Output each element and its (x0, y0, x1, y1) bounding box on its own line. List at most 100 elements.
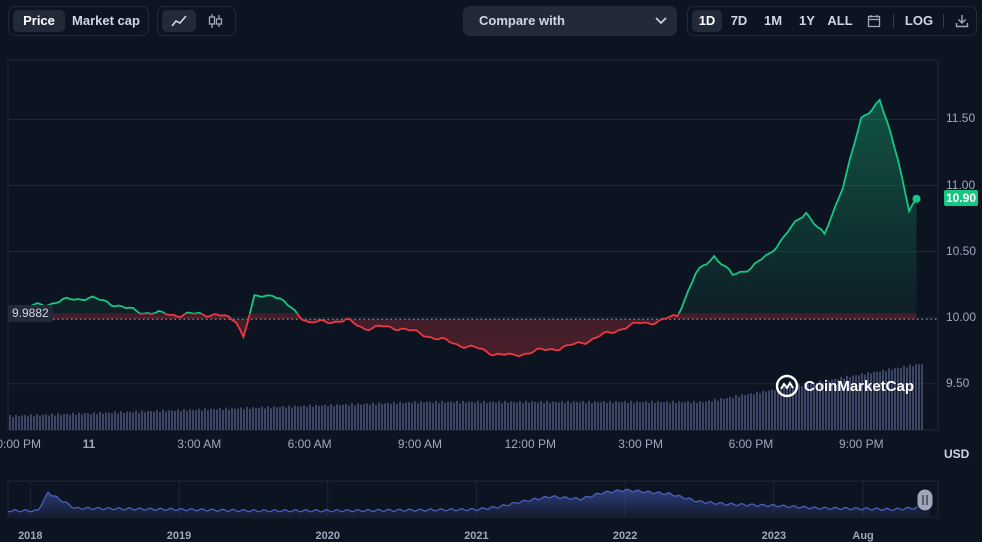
compare-with-dropdown[interactable]: Compare with (463, 6, 677, 36)
volume-bar (225, 407, 227, 430)
range-1d[interactable]: 1D (692, 10, 722, 32)
volume-bar (135, 410, 137, 430)
volume-bar (606, 403, 608, 430)
volume-bar (696, 403, 698, 430)
volume-bar (36, 414, 38, 430)
range-7d[interactable]: 7D (730, 13, 748, 28)
range-all[interactable]: ALL (827, 13, 853, 28)
volume-bar (654, 403, 656, 430)
log-scale-toggle[interactable]: LOG (904, 13, 934, 28)
volume-bar (270, 408, 272, 430)
volume-bar (444, 402, 446, 430)
volume-bar (486, 402, 488, 430)
volume-bar (894, 368, 896, 430)
volume-bar (57, 413, 59, 430)
volume-bar (66, 413, 68, 430)
volume-bar (156, 410, 158, 430)
volume-bar (465, 402, 467, 430)
volume-bar (420, 401, 422, 430)
volume-bar (168, 410, 170, 430)
volume-bar (630, 400, 632, 430)
navigator-tick-label: 2021 (464, 530, 488, 542)
volume-bar (699, 401, 701, 430)
volume-bar (315, 404, 317, 430)
volume-bar (81, 414, 83, 430)
navigator-handle[interactable] (916, 488, 934, 512)
volume-bar (687, 401, 689, 430)
x-tick-label: 3:00 AM (177, 437, 221, 451)
navigator-tick-label: Aug (852, 530, 873, 542)
volume-bar (729, 396, 731, 430)
volume-bar (240, 407, 242, 430)
volume-bar (333, 406, 335, 430)
date-range-button[interactable] (860, 10, 888, 32)
volume-bar (414, 401, 416, 430)
volume-bar (192, 409, 194, 430)
volume-bar (804, 383, 806, 430)
volume-bar (174, 410, 176, 430)
download-icon (955, 15, 969, 28)
volume-bar (879, 371, 881, 430)
x-tick-label: 11 (83, 437, 96, 451)
volume-bar (591, 402, 593, 430)
volume-bar (540, 401, 542, 430)
volume-bar (849, 377, 851, 430)
volume-bar (60, 414, 62, 430)
volume-bar (432, 402, 434, 430)
volume-bar (885, 371, 887, 430)
volume-bar (141, 410, 143, 430)
volume-bar (828, 380, 830, 430)
price-area-down (15, 313, 917, 357)
volume-bar (918, 364, 920, 430)
volume-bar (390, 404, 392, 430)
volume-bar (537, 402, 539, 430)
candlestick-button[interactable] (198, 10, 232, 32)
volume-bar (387, 402, 389, 430)
navigator-tick-label: 2018 (18, 530, 42, 542)
range-1m[interactable]: 1M (763, 13, 783, 28)
tab-price[interactable]: Price (13, 10, 65, 32)
volume-bar (660, 402, 662, 430)
volume-bar (186, 410, 188, 430)
volume-bar (201, 410, 203, 430)
y-tick-label: 11.00 (946, 177, 976, 192)
download-button[interactable] (950, 10, 974, 32)
volume-bars (9, 364, 923, 430)
volume-bar (723, 398, 725, 430)
volume-bar (525, 400, 527, 430)
navigator-area (8, 489, 930, 516)
volume-bar (774, 390, 776, 430)
volume-bar (657, 401, 659, 430)
volume-bar (789, 386, 791, 430)
volume-bar (780, 389, 782, 430)
volume-bar (75, 414, 77, 430)
volume-bar (171, 410, 173, 430)
volume-bar (651, 400, 653, 430)
range-1y[interactable]: 1Y (799, 13, 815, 28)
price-area-up (15, 99, 917, 313)
volume-bar (150, 411, 152, 430)
x-tick-label: 12:00 PM (505, 437, 556, 451)
volume-bar (33, 416, 35, 430)
line-chart-button[interactable] (162, 10, 196, 32)
volume-bar (279, 407, 281, 430)
volume-bar (213, 409, 215, 430)
volume-bar (558, 402, 560, 430)
volume-bar (138, 412, 140, 430)
volume-bar (546, 400, 548, 430)
volume-bar (114, 411, 116, 430)
tab-market-cap[interactable]: Market cap (72, 13, 140, 28)
volume-bar (273, 406, 275, 430)
volume-bar (9, 414, 11, 430)
volume-bar (627, 403, 629, 430)
volume-bar (714, 398, 716, 430)
volume-bar (459, 403, 461, 430)
volume-bar (813, 382, 815, 430)
volume-bar (756, 391, 758, 430)
volume-bar (825, 379, 827, 430)
volume-bar (615, 401, 617, 430)
current-price-dot (912, 194, 921, 203)
volume-bar (303, 405, 305, 430)
volume-bar (324, 404, 326, 430)
